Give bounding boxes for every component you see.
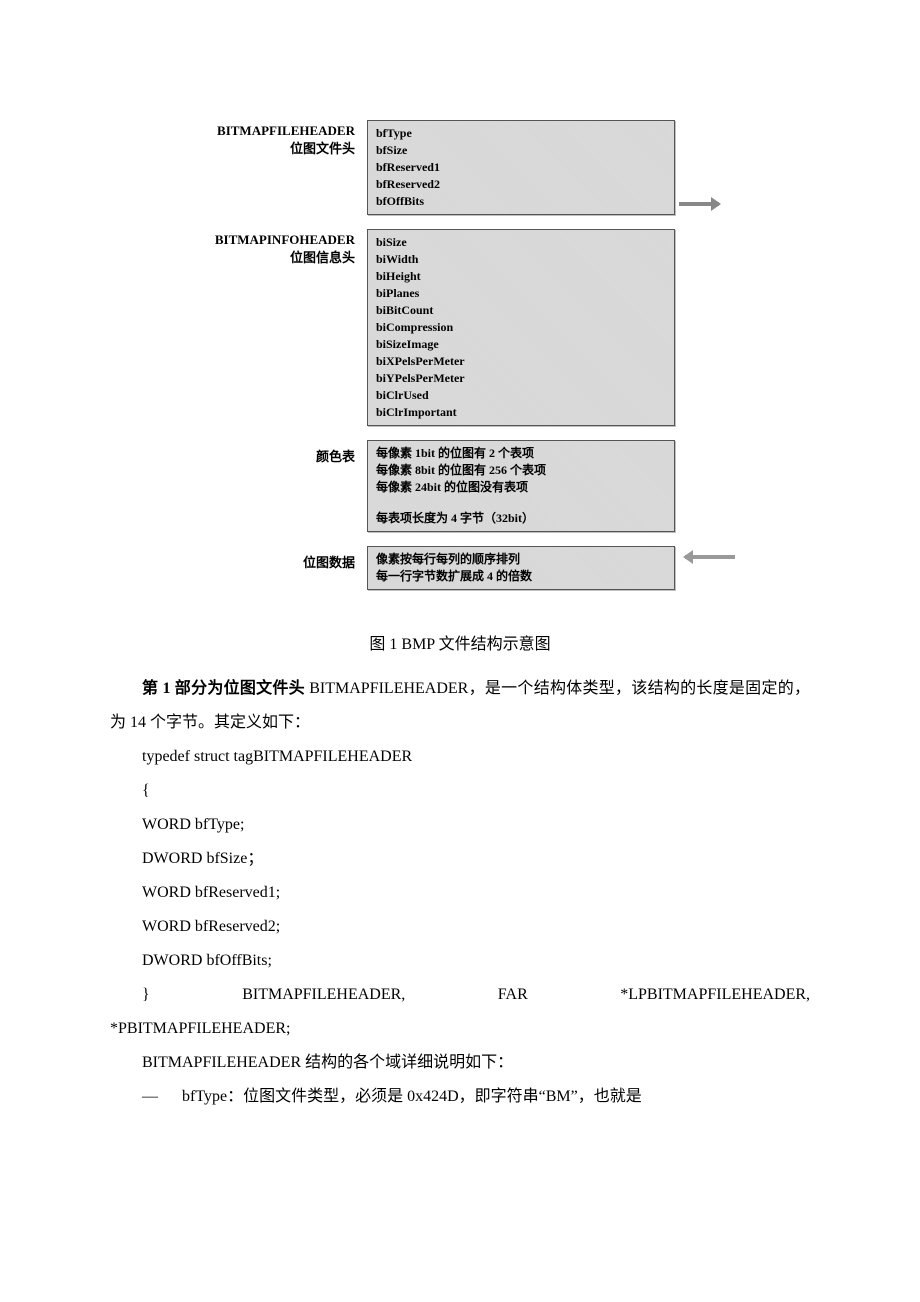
label-cn: 位图信息头 [170,249,355,267]
line: 像素按每行每列的顺序排列 [376,551,666,568]
code-line: DWORD bfOffBits; [110,944,810,978]
label-en: BITMAPINFOHEADER [170,231,355,249]
field: bfSize [376,142,666,159]
paragraph: 第 1 部分为位图文件头 BITMAPFILEHEADER，是一个结构体类型，该… [110,672,810,740]
diagram-section-bitmapdata: 位图数据 像素按每行每列的顺序排列 每一行字节数扩展成 4 的倍数 [170,546,810,590]
field: biSize [376,234,666,251]
field: biBitCount [376,302,666,319]
arrow-left-icon [685,552,735,562]
bullet-text: bfType：位图文件类型，必须是 0x424D，即字符串“BM”，也就是 [182,1080,810,1114]
label-cn: 颜色表 [170,448,355,466]
arrow-to-bitmapdata [679,552,735,562]
code-token: FAR [498,978,528,1012]
code-line: *PBITMAPFILEHEADER; [110,1012,810,1046]
para-bold: 第 1 部分为位图文件头 [142,680,305,697]
bullet-item: — bfType：位图文件类型，必须是 0x424D，即字符串“BM”，也就是 [110,1080,810,1114]
field: biSizeImage [376,336,666,353]
section-label: BITMAPFILEHEADER 位图文件头 [170,120,367,158]
field: biCompression [376,319,666,336]
figure-caption: 图 1 BMP 文件结构示意图 [110,630,810,654]
section-box: bfType bfSize bfReserved1 bfReserved2 bf… [367,120,675,215]
code-line: WORD bfType; [110,808,810,842]
field: biPlanes [376,285,666,302]
code-line: DWORD bfSize； [110,842,810,876]
bmp-structure-diagram: BITMAPFILEHEADER 位图文件头 bfType bfSize bfR… [170,120,810,590]
label-en: BITMAPFILEHEADER [170,122,355,140]
diagram-section-fileheader: BITMAPFILEHEADER 位图文件头 bfType bfSize bfR… [170,120,810,215]
line: 每像素 24bit 的位图没有表项 [376,479,666,496]
diagram-section-colortable: 颜色表 每像素 1bit 的位图有 2 个表项 每像素 8bit 的位图有 25… [170,440,810,532]
section-box: 每像素 1bit 的位图有 2 个表项 每像素 8bit 的位图有 256 个表… [367,440,675,532]
blank-line [376,496,666,510]
field: biWidth [376,251,666,268]
line: 每像素 1bit 的位图有 2 个表项 [376,445,666,462]
field: biClrImportant [376,404,666,421]
label-cn: 位图数据 [170,554,355,572]
section-label: BITMAPINFOHEADER 位图信息头 [170,229,367,267]
field: biHeight [376,268,666,285]
field: biYPelsPerMeter [376,370,666,387]
code-line: } BITMAPFILEHEADER, FAR *LPBITMAPFILEHEA… [110,978,810,1012]
field: biClrUsed [376,387,666,404]
field: bfOffBits [376,193,666,210]
arrow-right-icon [679,199,719,209]
field: bfType [376,125,666,142]
paragraph: BITMAPFILEHEADER 结构的各个域详细说明如下： [110,1046,810,1080]
code-token: *LPBITMAPFILEHEADER, [620,978,810,1012]
diagram-section-infoheader: BITMAPINFOHEADER 位图信息头 biSize biWidth bi… [170,229,810,426]
section-label: 颜色表 [170,440,367,466]
code-line: WORD bfReserved1; [110,876,810,910]
section-box: 像素按每行每列的顺序排列 每一行字节数扩展成 4 的倍数 [367,546,675,590]
code-token: } [142,978,150,1012]
code-line: WORD bfReserved2; [110,910,810,944]
field: bfReserved1 [376,159,666,176]
line: 每一行字节数扩展成 4 的倍数 [376,568,666,585]
line: 每表项长度为 4 字节（32bit） [376,510,666,527]
arrow-from-offbits [679,199,719,209]
line: 每像素 8bit 的位图有 256 个表项 [376,462,666,479]
code-line: typedef struct tagBITMAPFILEHEADER [110,740,810,774]
field: biXPelsPerMeter [376,353,666,370]
section-label: 位图数据 [170,546,367,572]
section-box: biSize biWidth biHeight biPlanes biBitCo… [367,229,675,426]
label-cn: 位图文件头 [170,140,355,158]
field: bfReserved2 [376,176,666,193]
code-token: BITMAPFILEHEADER, [242,978,405,1012]
code-line: { [110,774,810,808]
bullet-dash: — [142,1080,182,1114]
